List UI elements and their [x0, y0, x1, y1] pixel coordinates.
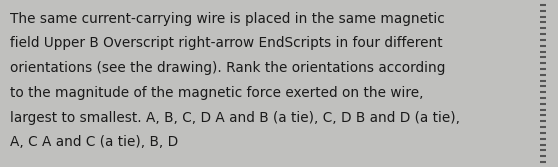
Text: The same current-carrying wire is placed in the same magnetic: The same current-carrying wire is placed… — [10, 12, 445, 26]
Text: orientations (see the drawing). Rank the orientations according: orientations (see the drawing). Rank the… — [10, 61, 445, 75]
Text: field Upper B Overscript right-arrow EndScripts in four different: field Upper B Overscript right-arrow End… — [10, 36, 442, 50]
Text: A, C A and C (a tie), B, D: A, C A and C (a tie), B, D — [10, 135, 178, 149]
Text: to the magnitude of the magnetic force exerted on the wire,: to the magnitude of the magnetic force e… — [10, 86, 424, 100]
Text: largest to smallest. A, B, C, D A and B (a tie), C, D B and D (a tie),: largest to smallest. A, B, C, D A and B … — [10, 111, 460, 125]
